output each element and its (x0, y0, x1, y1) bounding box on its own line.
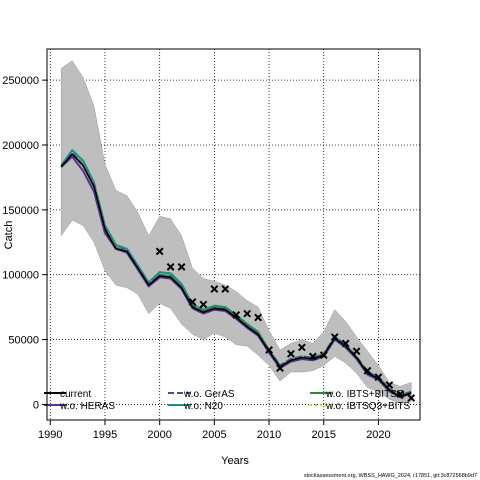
observed-point (177, 263, 186, 271)
x-tick-label: 2000 (147, 429, 171, 441)
observed-point (287, 349, 295, 358)
y-tick-label: 0 (33, 399, 39, 411)
observed-point (407, 394, 416, 402)
x-tick-label: 2020 (366, 429, 390, 441)
observed-point (166, 263, 175, 271)
observed-point (188, 298, 197, 306)
observed-point (385, 381, 394, 389)
observed-point (308, 352, 317, 361)
credit-text: stockassessment.org, WBSS_HAWG_2024, r17… (304, 473, 477, 479)
observed-point (374, 373, 383, 382)
confidence-band (60, 60, 412, 404)
ci-band-area (60, 60, 412, 404)
observed-point (243, 309, 252, 318)
observed-point (199, 300, 208, 309)
y-tick-label: 50000 (8, 335, 39, 347)
x-tick-label: 2015 (311, 429, 335, 441)
legend-label: w.o. GerAS (183, 389, 235, 400)
legend-label: current (60, 389, 91, 400)
legend-label: w.o. N20 (183, 401, 223, 412)
observed-point (396, 390, 405, 398)
observed-point (265, 346, 273, 354)
x-tick-label: 2005 (202, 429, 226, 441)
legend-label: w.o. IBTS+BITSQ (325, 389, 405, 400)
y-tick-label: 200000 (2, 140, 39, 152)
plot-frame (46, 48, 421, 421)
y-axis-label: Catch (3, 221, 15, 250)
x-tick-label: 1995 (93, 429, 117, 441)
observed-points (155, 247, 416, 402)
observed-point (232, 311, 241, 319)
x-axis-label: Years (221, 455, 249, 467)
y-tick-label: 250000 (2, 75, 39, 87)
observed-point (221, 285, 230, 293)
observed-point (341, 339, 350, 348)
observed-point (330, 333, 339, 341)
y-axis-ticks: 0 50000 100000 150000 200000 250000 (2, 75, 47, 411)
observed-point (352, 347, 361, 356)
observed-point (254, 313, 263, 322)
x-axis-ticks: 1990 1995 2000 2005 2010 2015 2020 (38, 420, 391, 441)
observed-point (155, 247, 164, 256)
observed-point (276, 364, 284, 373)
legend-label: w.o. HERAS (59, 401, 115, 412)
legend-label: w.o. IBTSQ3+BITS (325, 401, 411, 412)
observed-point (297, 343, 306, 352)
observed-point (319, 351, 328, 360)
y-tick-label: 100000 (2, 270, 39, 282)
x-tick-label: 2010 (257, 429, 281, 441)
y-tick-label: 150000 (2, 205, 39, 217)
observed-point (363, 366, 372, 375)
x-tick-label: 1990 (38, 429, 62, 441)
observed-point (210, 285, 219, 293)
